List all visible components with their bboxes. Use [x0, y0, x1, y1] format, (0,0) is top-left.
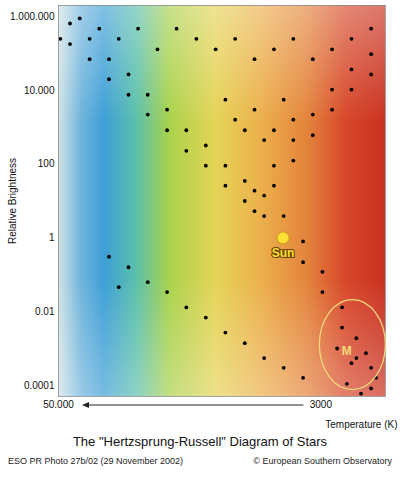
- svg-text:100: 100: [38, 158, 55, 169]
- svg-text:Sun: Sun: [272, 246, 295, 260]
- svg-text:1: 1: [49, 232, 55, 243]
- html-text:ESO PR Photo 27b/02 (29 Novemb: ESO PR Photo 27b/02 (29 November 2002): [8, 456, 184, 466]
- svg-text:3000: 3000: [310, 399, 333, 410]
- svg-text:Relative Brightness: Relative Brightness: [7, 158, 18, 244]
- html-text:The "Hertzsprung-Russell" Diag: The "Hertzsprung-Russell" Diagram of Sta…: [72, 434, 328, 449]
- svg-text:Temperature (K): Temperature (K): [325, 419, 397, 430]
- svg-text:50.000: 50.000: [43, 399, 74, 410]
- svg-text:10.000: 10.000: [24, 85, 55, 96]
- svg-text:M: M: [342, 344, 352, 358]
- svg-text:0.0001: 0.0001: [24, 380, 55, 391]
- svg-text:1.000.000: 1.000.000: [10, 11, 55, 22]
- svg-text:0.01: 0.01: [35, 306, 55, 317]
- html-text:© European Southern Observator: © European Southern Observatory: [253, 456, 392, 466]
